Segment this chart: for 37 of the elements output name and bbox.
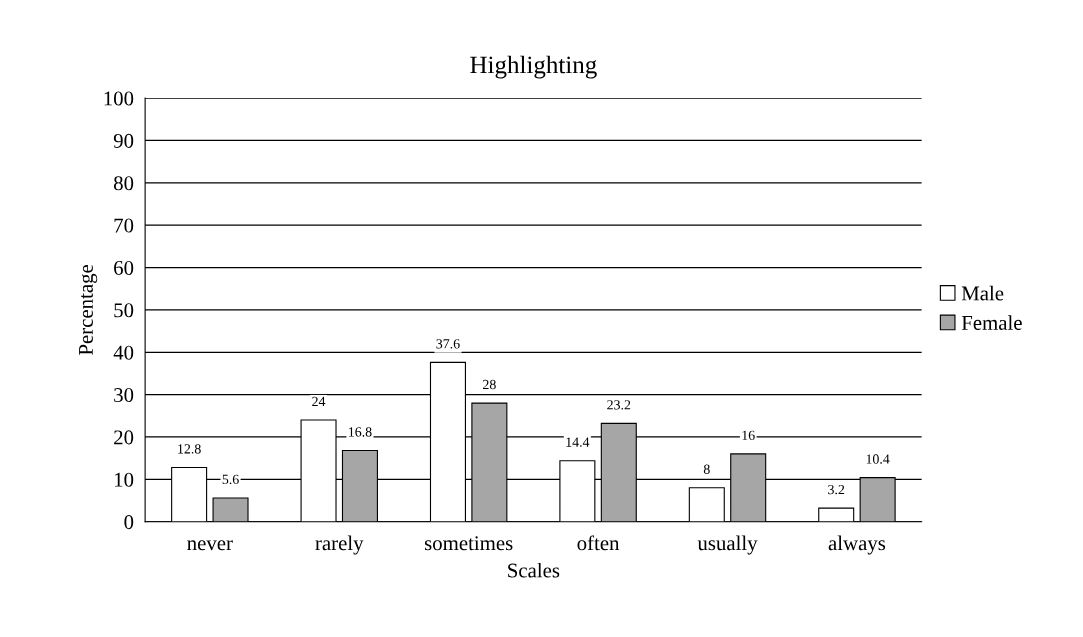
y-axis-title: Percentage <box>79 264 98 355</box>
y-tick-label: 90 <box>113 133 134 148</box>
data-label: 37.6 <box>436 339 460 349</box>
y-tick-label: 0 <box>124 515 134 530</box>
x-tick-label: usually <box>697 535 758 555</box>
data-label: 16.8 <box>349 427 372 437</box>
x-tick-label: always <box>828 535 886 555</box>
data-label: 8 <box>703 464 710 474</box>
data-label: 28 <box>483 379 496 390</box>
bar <box>818 507 855 522</box>
bar <box>212 497 249 522</box>
legend-label: Female <box>961 315 1022 330</box>
y-tick-label: 70 <box>114 218 134 233</box>
legend-label: Male <box>961 285 1004 301</box>
y-tick-label: 40 <box>113 345 134 360</box>
y-tick-label: 20 <box>114 430 134 445</box>
y-tick-label: 30 <box>114 388 134 403</box>
data-label: 10.4 <box>866 454 890 464</box>
data-label: 12.8 <box>178 444 201 454</box>
y-tick-label: 80 <box>113 176 134 191</box>
data-label: 23.2 <box>607 400 631 410</box>
x-axis-title: Scales <box>508 562 560 578</box>
y-tick-label: 100 <box>104 91 134 106</box>
data-label: 24 <box>312 396 326 406</box>
data-label: 3.2 <box>828 484 845 495</box>
chart-title: Highlighting <box>470 55 597 79</box>
x-tick-label: never <box>187 540 233 551</box>
y-tick-label: 50 <box>114 303 134 318</box>
y-tick-label: 60 <box>114 260 134 275</box>
x-tick-label: sometimes <box>424 536 513 551</box>
y-tick-label: 10 <box>115 472 134 487</box>
data-label: 16 <box>742 430 755 440</box>
data-label: 14.4 <box>566 437 590 447</box>
bar <box>688 487 725 522</box>
data-label: 5.6 <box>222 474 239 485</box>
x-tick-label: often <box>577 535 620 551</box>
x-tick-label: rarely <box>315 535 364 555</box>
